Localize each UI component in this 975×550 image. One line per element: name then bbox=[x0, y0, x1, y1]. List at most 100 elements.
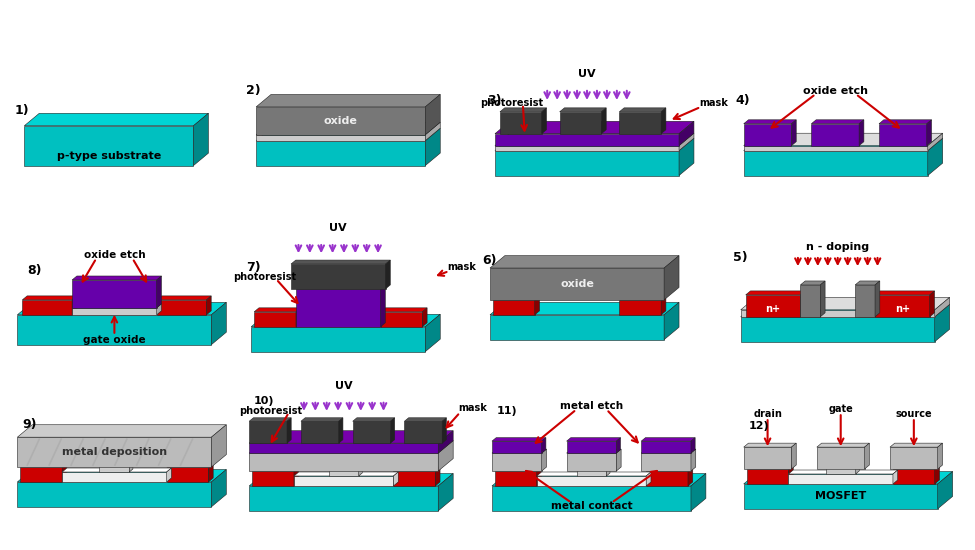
Polygon shape bbox=[619, 300, 661, 315]
Polygon shape bbox=[253, 467, 298, 471]
Polygon shape bbox=[744, 120, 797, 124]
Text: n+: n+ bbox=[895, 304, 910, 314]
Polygon shape bbox=[250, 453, 438, 471]
Polygon shape bbox=[664, 256, 679, 300]
Polygon shape bbox=[826, 466, 856, 474]
Text: oxide etch: oxide etch bbox=[84, 250, 145, 260]
Polygon shape bbox=[250, 421, 287, 443]
Polygon shape bbox=[490, 256, 679, 268]
Polygon shape bbox=[619, 296, 666, 300]
Polygon shape bbox=[212, 302, 226, 345]
Polygon shape bbox=[422, 308, 427, 327]
Polygon shape bbox=[72, 296, 77, 315]
Polygon shape bbox=[294, 467, 298, 486]
Polygon shape bbox=[301, 418, 343, 421]
Polygon shape bbox=[642, 441, 691, 453]
Polygon shape bbox=[935, 465, 940, 484]
Text: 11): 11) bbox=[497, 406, 518, 416]
Polygon shape bbox=[811, 120, 864, 124]
Polygon shape bbox=[500, 108, 547, 112]
Polygon shape bbox=[746, 291, 805, 295]
Polygon shape bbox=[492, 438, 546, 441]
Polygon shape bbox=[893, 470, 898, 484]
Polygon shape bbox=[157, 276, 162, 308]
Text: 8): 8) bbox=[27, 263, 42, 277]
Polygon shape bbox=[250, 431, 453, 443]
Polygon shape bbox=[661, 108, 666, 134]
Polygon shape bbox=[642, 449, 696, 453]
Polygon shape bbox=[256, 122, 441, 135]
Polygon shape bbox=[606, 465, 610, 476]
Text: mask: mask bbox=[458, 403, 488, 413]
Polygon shape bbox=[747, 465, 794, 469]
Text: UV: UV bbox=[330, 223, 347, 233]
Polygon shape bbox=[928, 138, 943, 175]
Polygon shape bbox=[616, 438, 620, 453]
Polygon shape bbox=[576, 465, 610, 468]
Polygon shape bbox=[250, 418, 292, 421]
Polygon shape bbox=[425, 95, 441, 135]
Polygon shape bbox=[254, 312, 296, 327]
Polygon shape bbox=[646, 472, 651, 486]
Polygon shape bbox=[18, 470, 226, 482]
Polygon shape bbox=[207, 296, 212, 315]
Polygon shape bbox=[537, 467, 541, 486]
Polygon shape bbox=[495, 146, 679, 151]
Polygon shape bbox=[938, 443, 943, 469]
Text: metal etch: metal etch bbox=[560, 402, 623, 411]
Polygon shape bbox=[250, 474, 453, 486]
Text: metal contact: metal contact bbox=[551, 501, 632, 511]
Polygon shape bbox=[534, 296, 539, 315]
Polygon shape bbox=[193, 113, 209, 166]
Polygon shape bbox=[661, 296, 666, 315]
Polygon shape bbox=[425, 122, 441, 141]
Polygon shape bbox=[72, 304, 162, 308]
Polygon shape bbox=[890, 443, 943, 447]
Polygon shape bbox=[679, 138, 694, 175]
Polygon shape bbox=[811, 124, 859, 146]
Polygon shape bbox=[256, 95, 441, 107]
Polygon shape bbox=[855, 281, 879, 285]
Text: photoresist: photoresist bbox=[233, 272, 296, 282]
Polygon shape bbox=[253, 471, 294, 486]
Polygon shape bbox=[20, 467, 62, 482]
Polygon shape bbox=[256, 135, 425, 141]
Polygon shape bbox=[99, 461, 133, 464]
Polygon shape bbox=[688, 467, 693, 486]
Polygon shape bbox=[425, 314, 441, 351]
Text: 3): 3) bbox=[487, 95, 501, 107]
Text: drain: drain bbox=[753, 409, 782, 419]
Text: p-type substrate: p-type substrate bbox=[57, 151, 161, 161]
Polygon shape bbox=[492, 474, 706, 486]
Polygon shape bbox=[157, 300, 207, 315]
Polygon shape bbox=[294, 472, 398, 476]
Polygon shape bbox=[566, 438, 620, 441]
Polygon shape bbox=[209, 463, 214, 482]
Polygon shape bbox=[679, 122, 694, 146]
Text: MOSFET: MOSFET bbox=[815, 491, 867, 501]
Polygon shape bbox=[24, 113, 209, 126]
Polygon shape bbox=[691, 438, 695, 453]
Polygon shape bbox=[212, 425, 226, 467]
Polygon shape bbox=[405, 421, 443, 443]
Polygon shape bbox=[22, 300, 72, 315]
Polygon shape bbox=[744, 138, 943, 151]
Polygon shape bbox=[642, 438, 695, 441]
Polygon shape bbox=[438, 474, 453, 511]
Polygon shape bbox=[792, 443, 797, 469]
Polygon shape bbox=[359, 465, 363, 476]
Polygon shape bbox=[490, 268, 664, 300]
Polygon shape bbox=[493, 296, 539, 300]
Polygon shape bbox=[495, 471, 537, 486]
Polygon shape bbox=[619, 112, 661, 134]
Text: 2): 2) bbox=[247, 85, 261, 97]
Polygon shape bbox=[72, 308, 157, 315]
Polygon shape bbox=[744, 447, 792, 469]
Polygon shape bbox=[646, 467, 693, 471]
Polygon shape bbox=[744, 133, 943, 146]
Polygon shape bbox=[353, 418, 395, 421]
Polygon shape bbox=[167, 467, 209, 482]
Polygon shape bbox=[789, 474, 893, 484]
Text: 6): 6) bbox=[482, 254, 496, 267]
Polygon shape bbox=[893, 465, 940, 469]
